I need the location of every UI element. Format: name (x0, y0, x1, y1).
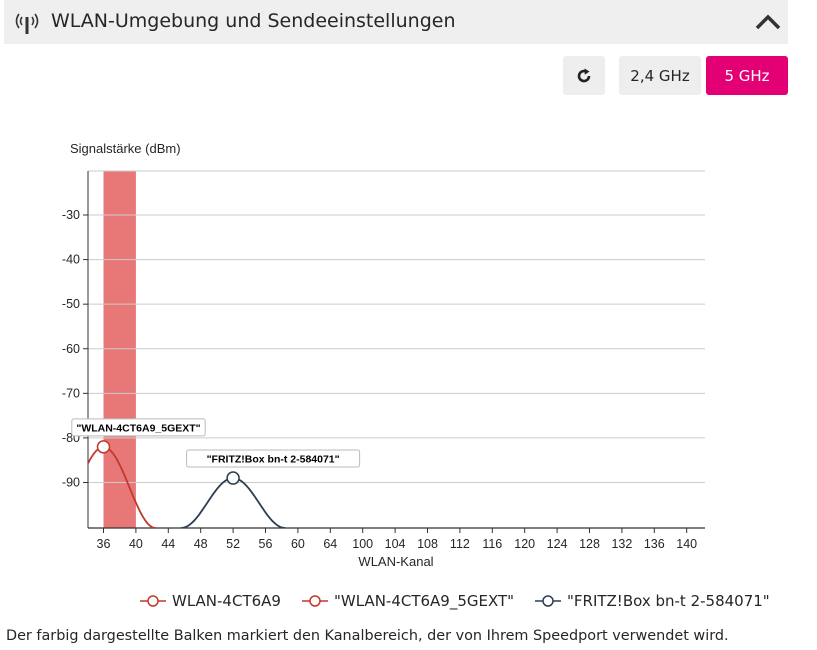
signal-peak-marker (226, 471, 240, 485)
x-tick-label: 48 (194, 537, 208, 551)
chevron-up-icon (755, 14, 781, 30)
chart-legend: WLAN-4CT6A9 "WLAN-4CT6A9_5GEXT" "FRITZ!B… (0, 592, 817, 614)
legend-item[interactable]: "FRITZ!Box bn-t 2-584071" (535, 592, 770, 610)
data-label-box (186, 449, 361, 468)
x-tick-label: 136 (644, 537, 665, 551)
x-axis-title: WLAN-Kanal (358, 554, 433, 569)
y-tick-label: -50 (62, 297, 80, 311)
wifi-antenna-icon (15, 13, 39, 34)
x-tick-label: 124 (547, 537, 568, 551)
legend-label: "FRITZ!Box bn-t 2-584071" (567, 592, 770, 610)
data-label: "WLAN-4CT6A9_5GEXT" (76, 422, 200, 434)
signal-curve (180, 477, 286, 528)
refresh-button[interactable] (563, 56, 605, 95)
x-tick-label: 108 (417, 537, 438, 551)
footnote: Der farbig dargestellte Balken markiert … (6, 628, 729, 644)
y-tick-label: -90 (62, 476, 80, 490)
highlight-band (103, 171, 136, 528)
x-tick-label: 112 (450, 537, 470, 551)
legend-marker-icon (535, 595, 561, 607)
panel-header: WLAN-Umgebung und Sendeeinstellungen (4, 0, 788, 44)
x-tick-label: 104 (385, 537, 406, 551)
x-tick-label: 52 (226, 537, 240, 551)
collapse-button[interactable] (752, 8, 784, 36)
y-tick-label: -70 (62, 386, 80, 400)
x-tick-label: 64 (323, 537, 337, 551)
data-label-box (71, 418, 206, 437)
legend-marker-icon (140, 595, 166, 607)
legend-item[interactable]: "WLAN-4CT6A9_5GEXT" (302, 592, 514, 610)
legend-item[interactable]: WLAN-4CT6A9 (140, 592, 281, 610)
legend-label: WLAN-4CT6A9 (172, 592, 281, 610)
x-tick-label: 60 (291, 537, 305, 551)
x-tick-label: 128 (579, 537, 600, 551)
x-tick-label: 56 (259, 537, 273, 551)
x-tick-label: 120 (514, 537, 535, 551)
signal-peak-marker (96, 440, 111, 454)
y-tick-label: -30 (62, 208, 80, 222)
x-tick-label: 100 (352, 537, 373, 551)
panel-title: WLAN-Umgebung und Sendeeinstellungen (51, 10, 456, 32)
data-label: "FRITZ!Box bn-t 2-584071" (207, 454, 340, 466)
refresh-icon (577, 68, 591, 82)
y-tick-label: -60 (62, 342, 80, 356)
legend-label: "WLAN-4CT6A9_5GEXT" (334, 592, 515, 610)
band-2-4ghz-button[interactable]: 2,4 GHz (619, 56, 701, 95)
band-5ghz-button[interactable]: 5 GHz (706, 56, 788, 95)
legend-marker-icon (302, 595, 328, 607)
x-tick-label: 40 (129, 537, 143, 551)
x-tick-label: 116 (482, 537, 502, 551)
y-axis-title: Signalstärke (dBm) (70, 141, 181, 156)
x-tick-label: 36 (97, 537, 111, 551)
x-tick-label: 140 (676, 537, 697, 551)
x-tick-label: 132 (611, 537, 632, 551)
y-tick-label: -40 (62, 253, 80, 267)
x-tick-label: 44 (161, 537, 175, 551)
